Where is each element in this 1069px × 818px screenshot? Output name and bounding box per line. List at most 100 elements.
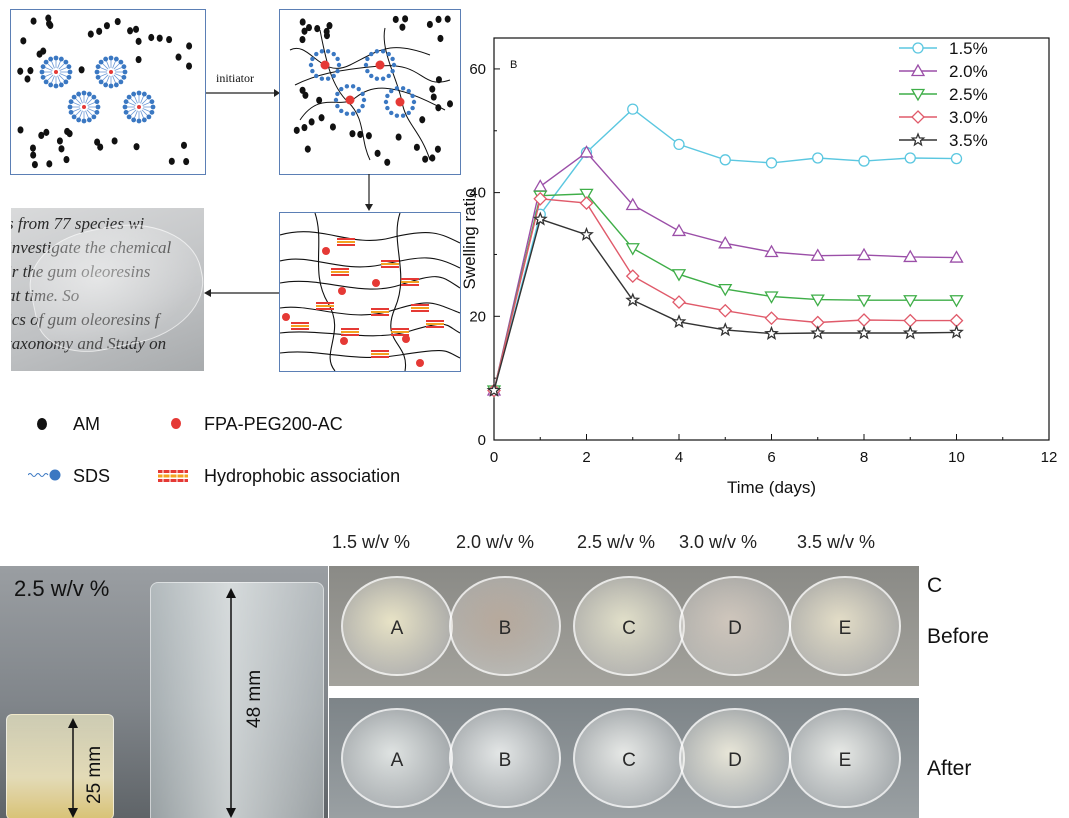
am-monomer-dot [63, 155, 70, 164]
crosslinker-dot [340, 337, 348, 345]
am-monomer-dot [87, 30, 94, 38]
concentration-label: 2.0 w/v % [456, 532, 535, 552]
star-marker [764, 325, 779, 340]
sds-micelle [39, 55, 73, 89]
am-monomer-dot [422, 155, 429, 163]
am-monomer-dot [186, 42, 193, 50]
y-tick-label: 40 [469, 185, 486, 202]
sds-micelle [94, 55, 128, 89]
crosslinker-dot [372, 279, 380, 287]
dish-letter: A [390, 618, 404, 640]
hydrophobic-association-icon [158, 470, 188, 482]
y-tick-label: 60 [469, 61, 486, 78]
am-monomer-dot [384, 158, 391, 166]
concentration-label: 1.5 w/v % [332, 532, 411, 552]
diamond-marker [764, 311, 779, 326]
y-axis-label: Swelling ratio [460, 188, 479, 289]
am-monomer-dot [24, 75, 31, 83]
am-monomer-dot [314, 24, 321, 33]
hydrogel-network-diagram [279, 212, 461, 372]
star-marker [856, 325, 872, 340]
legend-entry: 1.5% [899, 39, 988, 58]
diamond-marker [579, 196, 594, 211]
am-monomer-dot [40, 47, 47, 55]
am-monomer-dot [168, 157, 175, 165]
star-marker [532, 211, 548, 226]
fpa-dot-icon [171, 418, 181, 429]
am-monomer-dot [299, 86, 306, 94]
am-monomer-dot [444, 15, 451, 23]
am-monomer-dot [183, 157, 190, 166]
am-monomer-dot [435, 76, 442, 84]
circle-marker [904, 152, 916, 164]
star-marker [671, 314, 687, 329]
diamond-marker [533, 191, 548, 206]
am-monomer-dot [419, 116, 426, 124]
x-tick-label: 2 [582, 449, 590, 466]
x-axis-label: Time (days) [727, 478, 816, 497]
circle-marker [673, 138, 685, 151]
triangle-up-marker [903, 249, 918, 263]
legend-fpa: FPA-PEG200-AC [204, 414, 343, 434]
polymer-chain [314, 212, 336, 372]
initiator-label: initiator [216, 71, 254, 85]
swelling-ratio-chart: 0 2 4 6 8 10 12 0 20 40 60 Time (days) Swelling rati… [460, 37, 1058, 497]
x-tick-label: 8 [860, 449, 868, 466]
am-monomer-dot [437, 34, 444, 43]
am-monomer-dot [302, 91, 309, 99]
hydrophobic-association-mark [426, 320, 444, 328]
star-marker [949, 324, 964, 339]
y-tick-label: 0 [478, 432, 486, 449]
x-tick-label: 6 [767, 449, 775, 466]
legend-label: 3.0% [949, 108, 988, 127]
x-tick-label: 4 [675, 449, 683, 466]
am-monomer-dot [446, 100, 453, 108]
am-monomer-dot [96, 27, 103, 35]
crosslinker-dot [338, 287, 346, 295]
hydrophobic-association-mark [371, 308, 389, 316]
circle-marker [950, 152, 963, 165]
sds-micelle [363, 49, 397, 81]
am-monomer-dot [29, 144, 36, 152]
am-monomer-dot [56, 137, 63, 145]
am-monomer-dot [429, 154, 436, 162]
series-2.5% [486, 188, 964, 398]
am-monomer-dot [156, 34, 163, 42]
star-marker [579, 226, 594, 241]
legend-label: 2.0% [949, 62, 988, 81]
am-monomer-dot [365, 132, 372, 140]
triangle-down-marker [856, 295, 872, 308]
am-monomer-dot [30, 151, 37, 159]
am-monomer-dot [326, 22, 333, 30]
am-monomer-dot [349, 130, 356, 138]
x-tick-label: 12 [1041, 449, 1058, 466]
polymer-chain [279, 276, 461, 290]
hydrophobic-association-mark [316, 302, 334, 310]
series-3.5% [486, 211, 964, 397]
short-gel-cylinder [6, 714, 114, 818]
circle-marker [765, 157, 778, 169]
sds-surfactant-icon [28, 469, 61, 481]
big-photo-concentration: 2.5 w/v % [14, 576, 110, 601]
dish-letter: C [622, 750, 636, 772]
before-gel-dish: E [789, 575, 901, 677]
am-monomer-dot [46, 19, 53, 28]
am-monomer-dot [305, 23, 312, 32]
am-monomer-dot [64, 127, 71, 136]
am-monomer-dot [299, 35, 306, 44]
dish-letter: E [838, 750, 852, 772]
triangle-down-marker [910, 88, 926, 102]
am-monomer-dot [429, 85, 436, 93]
crosslinker-dot [402, 335, 410, 343]
am-monomer-dot [293, 126, 300, 134]
series-line [493, 108, 957, 391]
am-monomer-dot [38, 131, 45, 139]
hydrophobic-association-mark [381, 260, 399, 268]
polymer-chain [279, 231, 461, 244]
triangle-down-marker [903, 295, 918, 308]
am-monomer-dot [17, 67, 24, 75]
dish-letter: B [498, 618, 512, 640]
am-monomer-dot [175, 53, 182, 61]
polymer-chain [279, 350, 461, 359]
series-1.5% [488, 103, 963, 397]
